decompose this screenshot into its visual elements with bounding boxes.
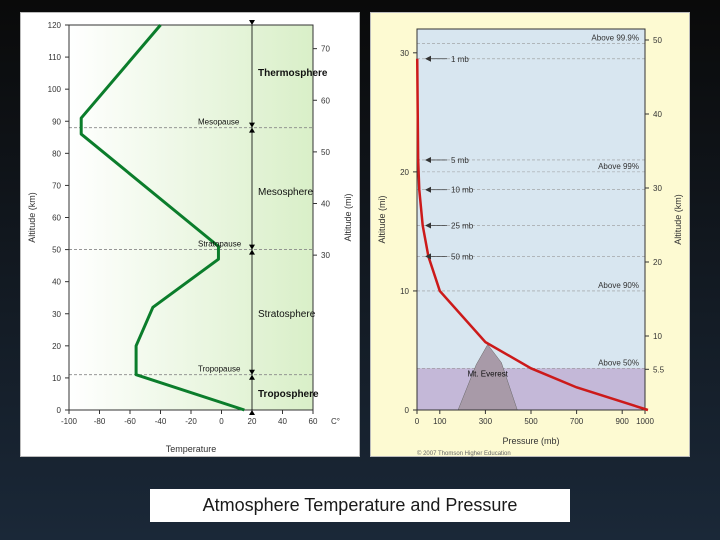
svg-text:5.5: 5.5 bbox=[653, 365, 665, 374]
svg-text:Above 99%: Above 99% bbox=[598, 162, 639, 171]
svg-text:Mesopause: Mesopause bbox=[198, 118, 240, 127]
svg-text:50: 50 bbox=[653, 36, 662, 45]
svg-text:Altitude (mi): Altitude (mi) bbox=[377, 195, 387, 243]
svg-text:Stratopause: Stratopause bbox=[198, 240, 242, 249]
svg-text:C°: C° bbox=[331, 417, 340, 426]
svg-text:500: 500 bbox=[524, 417, 538, 426]
svg-text:-100: -100 bbox=[61, 417, 78, 426]
svg-text:Above 99.9%: Above 99.9% bbox=[591, 33, 639, 42]
svg-text:20: 20 bbox=[400, 168, 409, 177]
svg-text:80: 80 bbox=[52, 149, 61, 158]
svg-text:60: 60 bbox=[52, 214, 61, 223]
svg-text:10: 10 bbox=[400, 287, 409, 296]
svg-text:40: 40 bbox=[653, 110, 662, 119]
svg-text:20: 20 bbox=[248, 417, 257, 426]
svg-text:Mt. Everest: Mt. Everest bbox=[467, 370, 508, 379]
svg-text:30: 30 bbox=[653, 184, 662, 193]
svg-text:40: 40 bbox=[278, 417, 287, 426]
svg-text:Altitude (mi): Altitude (mi) bbox=[343, 193, 353, 241]
svg-text:Thermosphere: Thermosphere bbox=[258, 68, 328, 79]
pressure-chart-svg: Mt. Everest01003005007009001000Pressure … bbox=[371, 13, 691, 458]
svg-text:Mesosphere: Mesosphere bbox=[258, 187, 313, 198]
svg-text:30: 30 bbox=[321, 251, 330, 260]
svg-text:10: 10 bbox=[52, 374, 61, 383]
svg-text:900: 900 bbox=[616, 417, 630, 426]
svg-text:Altitude (km): Altitude (km) bbox=[27, 192, 37, 243]
svg-text:0: 0 bbox=[57, 406, 62, 415]
svg-text:110: 110 bbox=[48, 53, 61, 62]
svg-text:© 2007 Thomson Higher Educatio: © 2007 Thomson Higher Education bbox=[417, 450, 511, 457]
svg-text:Temperature: Temperature bbox=[166, 444, 217, 454]
temperature-chart-svg: -100 -80 -60 -40 -20 0 20 40 60 C° Temperature 0 10 2… bbox=[21, 13, 361, 458]
svg-text:70: 70 bbox=[321, 45, 330, 54]
svg-text:1000: 1000 bbox=[636, 417, 654, 426]
slide-caption: Atmosphere Temperature and Pressure bbox=[150, 489, 570, 522]
svg-text:20: 20 bbox=[52, 342, 61, 351]
temperature-chart-panel: -100 -80 -60 -40 -20 0 20 40 60 C° Temperature 0 10 2… bbox=[20, 12, 360, 457]
svg-text:0: 0 bbox=[405, 406, 410, 415]
svg-text:40: 40 bbox=[52, 278, 61, 287]
svg-text:20: 20 bbox=[653, 258, 662, 267]
page: -100 -80 -60 -40 -20 0 20 40 60 C° Temperature 0 10 2… bbox=[0, 0, 720, 540]
svg-text:5 mb: 5 mb bbox=[451, 156, 469, 165]
svg-text:30: 30 bbox=[52, 310, 61, 319]
svg-text:100: 100 bbox=[433, 417, 447, 426]
svg-text:Above 50%: Above 50% bbox=[598, 358, 639, 367]
svg-text:Pressure (mb): Pressure (mb) bbox=[502, 436, 559, 446]
svg-text:0: 0 bbox=[219, 417, 224, 426]
svg-text:30: 30 bbox=[400, 49, 409, 58]
svg-text:70: 70 bbox=[52, 181, 61, 190]
svg-text:1 mb: 1 mb bbox=[451, 55, 469, 64]
svg-text:0: 0 bbox=[415, 417, 420, 426]
svg-text:Tropopause: Tropopause bbox=[198, 365, 241, 374]
svg-text:Altitude (km): Altitude (km) bbox=[673, 194, 683, 245]
svg-text:50 mb: 50 mb bbox=[451, 252, 474, 261]
pressure-chart-panel: Mt. Everest01003005007009001000Pressure … bbox=[370, 12, 690, 457]
svg-text:Above 90%: Above 90% bbox=[598, 281, 639, 290]
svg-text:10: 10 bbox=[653, 332, 662, 341]
svg-text:50: 50 bbox=[321, 148, 330, 157]
svg-text:-80: -80 bbox=[94, 417, 106, 426]
charts-row: -100 -80 -60 -40 -20 0 20 40 60 C° Temperature 0 10 2… bbox=[0, 0, 720, 457]
svg-text:90: 90 bbox=[52, 117, 61, 126]
svg-text:100: 100 bbox=[48, 85, 62, 94]
svg-text:50: 50 bbox=[52, 246, 61, 255]
svg-text:60: 60 bbox=[321, 96, 330, 105]
svg-text:10 mb: 10 mb bbox=[451, 186, 474, 195]
svg-text:300: 300 bbox=[479, 417, 493, 426]
svg-text:-60: -60 bbox=[124, 417, 136, 426]
svg-text:-40: -40 bbox=[155, 417, 167, 426]
svg-text:-20: -20 bbox=[185, 417, 197, 426]
svg-text:700: 700 bbox=[570, 417, 584, 426]
svg-text:60: 60 bbox=[309, 417, 318, 426]
svg-text:25 mb: 25 mb bbox=[451, 221, 474, 230]
svg-text:120: 120 bbox=[48, 21, 62, 30]
svg-text:40: 40 bbox=[321, 200, 330, 209]
svg-text:Stratosphere: Stratosphere bbox=[258, 309, 316, 320]
svg-text:Troposphere: Troposphere bbox=[258, 389, 319, 400]
